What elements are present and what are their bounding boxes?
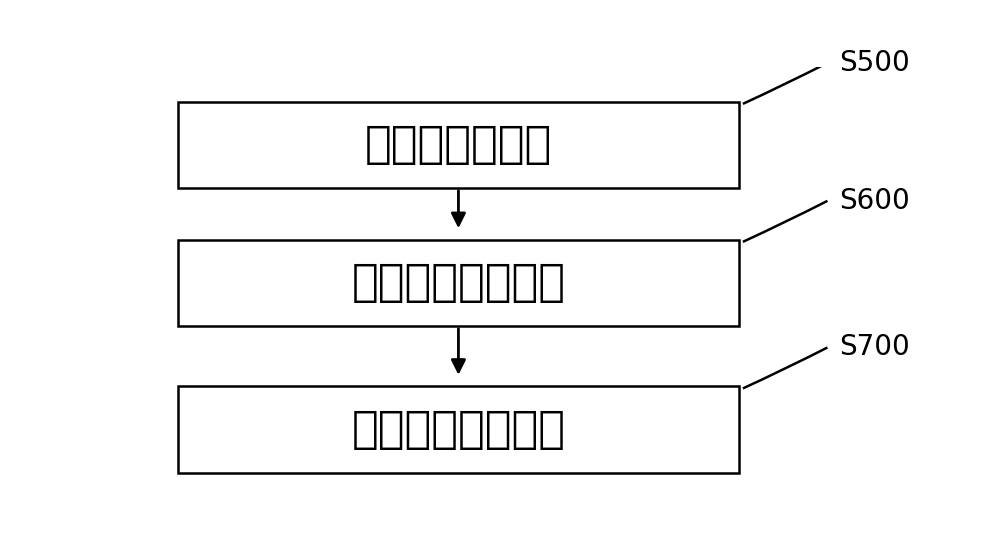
Text: S600: S600 — [839, 187, 910, 215]
Bar — [178, 240, 739, 326]
Bar — [178, 102, 739, 188]
Text: S700: S700 — [839, 333, 910, 362]
Text: S500: S500 — [839, 49, 910, 77]
Text: 目的节点路由步骤: 目的节点路由步骤 — [351, 408, 565, 451]
Text: 中间节点路由步骤: 中间节点路由步骤 — [351, 262, 565, 304]
Text: 源节点路由步骤: 源节点路由步骤 — [365, 123, 553, 166]
Bar — [178, 386, 739, 473]
